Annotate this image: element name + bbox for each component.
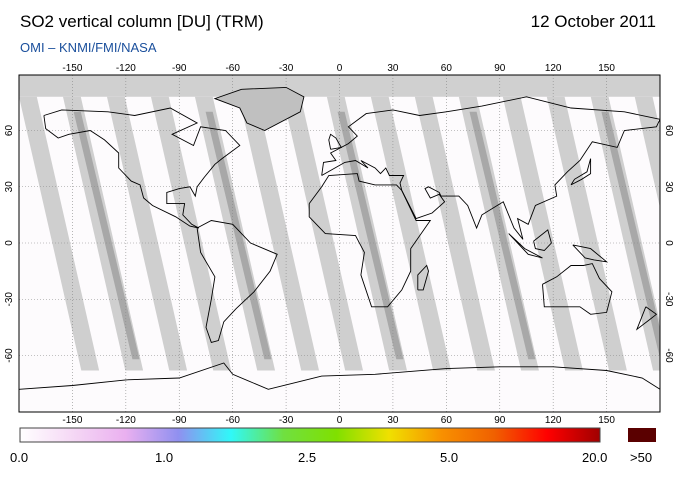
- lat-tick-label-left: 60: [4, 125, 15, 137]
- orbit-swath: [106, 96, 188, 371]
- lon-tick-label-top: -150: [62, 63, 82, 74]
- orbit-swath: [238, 96, 320, 371]
- colorbar-label: 1.0: [155, 450, 174, 465]
- map-date: 12 October 2011: [530, 12, 656, 31]
- lon-tick-label-top: -60: [225, 63, 240, 74]
- lon-tick-label-bottom: 150: [598, 415, 615, 426]
- orbit-swath: [19, 96, 100, 371]
- lat-tick-label-right: 0: [663, 240, 674, 246]
- data-source: OMI – KNMI/FMI/NASA: [20, 40, 157, 55]
- lat-tick-label-left: 30: [4, 181, 15, 193]
- lon-tick-label-top: 90: [494, 63, 506, 74]
- orbit-swaths: [19, 96, 660, 371]
- orbit-swath: [590, 96, 660, 371]
- lon-tick-label-top: -120: [116, 63, 136, 74]
- arctic-no-data: [19, 75, 660, 97]
- orbit-swath: [546, 96, 627, 371]
- orbit-swath: [370, 96, 451, 371]
- orbit-swath: [634, 96, 660, 208]
- lon-tick-label-bottom: 60: [441, 415, 453, 426]
- colorbar-label: 0.0: [10, 450, 29, 465]
- coastline-greenland: [213, 86, 305, 131]
- coastline-indonesia: [508, 233, 543, 259]
- map-title: SO2 vertical column [DU] (TRM): [20, 12, 264, 31]
- lon-tick-label-bottom: 30: [387, 415, 399, 426]
- lat-tick-label-left: -60: [4, 348, 15, 363]
- coastline-antarctica: [19, 362, 660, 390]
- coastline-britain: [328, 133, 343, 150]
- lon-tick-label-top: 0: [337, 63, 343, 74]
- coastline-new-guinea: [572, 244, 609, 263]
- coastlines: [19, 86, 660, 390]
- coastline-japan: [570, 158, 592, 186]
- coastline-borneo: [533, 229, 552, 251]
- lon-tick-label-bottom: -120: [116, 415, 136, 426]
- lon-tick-label-bottom: -90: [172, 415, 187, 426]
- map-frame: [18, 74, 661, 413]
- coastline-south-america: [196, 220, 278, 343]
- coastline-eurasia: [321, 96, 660, 240]
- lat-tick-label-right: -30: [663, 292, 674, 307]
- colorbar: [19, 427, 601, 443]
- coastline-africa: [308, 173, 432, 308]
- orbit-swath: [282, 96, 364, 371]
- lon-tick-label-top: -90: [172, 63, 187, 74]
- lon-tick-label-bottom: 0: [337, 415, 343, 426]
- lon-tick-label-bottom: 90: [494, 415, 506, 426]
- lon-tick-label-top: 30: [387, 63, 399, 74]
- axis-ticks: -150 -150 -120 -120 -90 -90 -60 -60 -30 -30 0 0 30 30…: [4, 63, 674, 426]
- coastline-new-zealand: [635, 306, 658, 331]
- swath-overlap: [469, 111, 536, 360]
- swath-overlap: [73, 111, 140, 360]
- coastline-madagascar: [417, 264, 429, 291]
- graticule: [19, 75, 660, 412]
- lat-tick-label-right: 30: [663, 181, 674, 193]
- lat-tick-label-right: 60: [663, 125, 674, 137]
- colorbar-over-label: >50: [630, 450, 653, 465]
- lon-tick-label-bottom: -150: [62, 415, 82, 426]
- lon-tick-label-top: 120: [545, 63, 562, 74]
- lon-tick-label-bottom: -30: [279, 415, 294, 426]
- swath-overlap: [601, 111, 660, 359]
- colorbar-label: 20.0: [582, 450, 608, 465]
- coastline-australia: [542, 263, 613, 315]
- orbit-swath: [414, 96, 495, 371]
- coastline-north-america: [43, 107, 241, 229]
- lon-tick-label-top: -30: [279, 63, 294, 74]
- lon-tick-label-bottom: -60: [225, 415, 240, 426]
- lon-tick-label-bottom: 120: [545, 415, 562, 426]
- colorbar-label: 2.5: [298, 450, 317, 465]
- colorbar-label: 5.0: [440, 450, 459, 465]
- lat-tick-label-right: -60: [663, 348, 674, 363]
- colorbar-over-swatch: [628, 428, 656, 442]
- polar-no-data: [19, 75, 660, 97]
- swath-overlap: [205, 111, 272, 360]
- lon-tick-label-top: 150: [598, 63, 615, 74]
- lat-tick-label-left: 0: [4, 240, 15, 246]
- lon-tick-label-top: 60: [441, 63, 453, 74]
- lat-tick-label-left: -30: [4, 292, 15, 307]
